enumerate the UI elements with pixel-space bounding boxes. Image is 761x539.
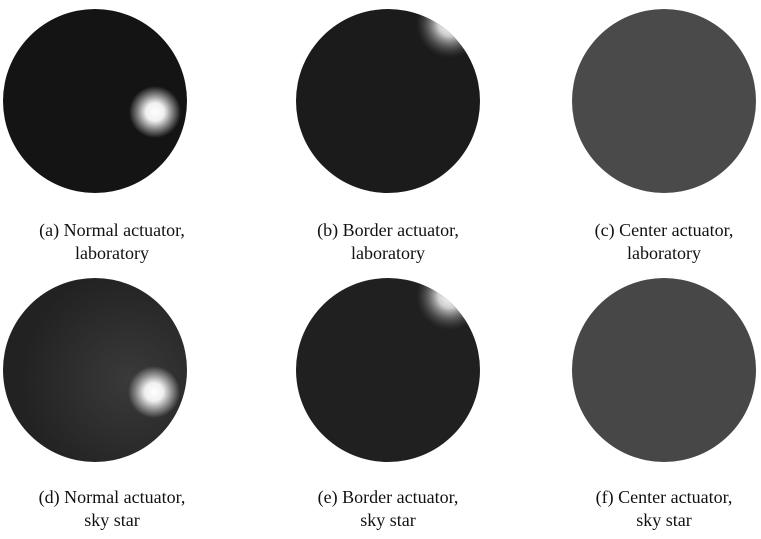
image: [3, 9, 187, 193]
panel-a: [3, 9, 187, 193]
panel-e: [296, 278, 480, 462]
caption-line: (b) Border actuator,: [317, 220, 459, 241]
caption-line: (a) Normal actuator,: [39, 220, 185, 241]
caption-line: (c) Center actuator,: [595, 220, 734, 241]
caption-line: laboratory: [351, 243, 425, 263]
caption-line: laboratory: [627, 243, 701, 263]
caption-line: (d) Normal actuator,: [39, 487, 186, 508]
caption-line: (e) Border actuator,: [318, 487, 459, 508]
image-spot: [129, 86, 181, 138]
caption-line: sky star: [84, 510, 140, 530]
panel-b: [296, 9, 480, 193]
image: [296, 9, 480, 193]
image: [3, 278, 187, 462]
image-spot: [128, 366, 180, 418]
panel-d: [3, 278, 187, 462]
image: [572, 9, 756, 193]
image: [572, 278, 756, 462]
panel-f: [572, 278, 756, 462]
caption-line: sky star: [636, 510, 692, 530]
caption-line: sky star: [360, 510, 416, 530]
caption-line: laboratory: [75, 243, 149, 263]
image-spot: [416, 278, 480, 330]
panel-c: [572, 9, 756, 193]
caption-line: (f) Center actuator,: [596, 487, 733, 508]
